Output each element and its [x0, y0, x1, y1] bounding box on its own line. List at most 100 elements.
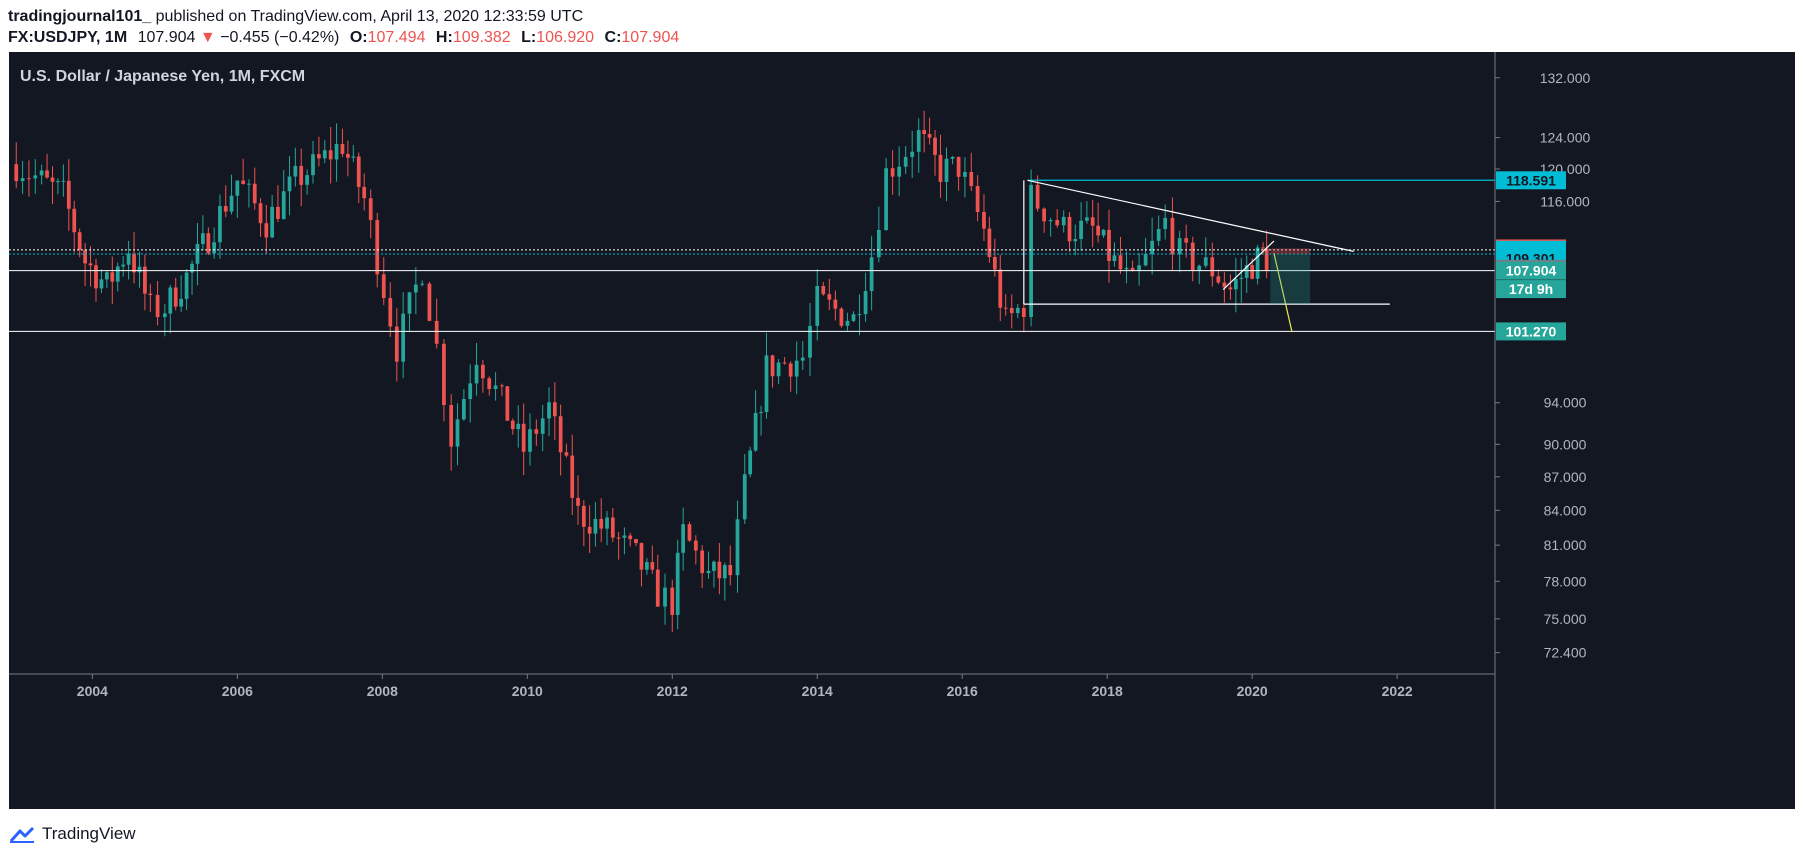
time-tick-label: 2018: [1092, 683, 1123, 699]
candle-body: [33, 175, 38, 179]
candle-body: [903, 156, 908, 167]
high-label: H:: [435, 29, 453, 46]
candle-body: [474, 364, 479, 384]
candle-body: [655, 569, 660, 607]
candle-body: [1107, 229, 1111, 262]
candle-body: [1003, 307, 1008, 309]
candle-body: [305, 175, 309, 185]
candle-body: [675, 552, 680, 615]
candle-body: [552, 402, 557, 417]
candle-body: [241, 180, 246, 185]
candle-body: [717, 561, 722, 579]
candle-body: [356, 156, 361, 187]
price-tick-label: 78.000: [1544, 573, 1587, 589]
candle-body: [322, 150, 327, 159]
candle-body: [407, 292, 412, 314]
position-risk-zone[interactable]: [1270, 248, 1311, 254]
candle-body: [800, 357, 805, 361]
price-tick-label: 81.000: [1544, 537, 1587, 553]
candle-body: [815, 286, 820, 326]
candle-body: [500, 385, 504, 387]
position-target-zone[interactable]: [1270, 253, 1311, 305]
candle-body: [184, 272, 189, 299]
time-tick-label: 2014: [802, 683, 833, 699]
candle-body: [155, 295, 160, 318]
candle-body: [1067, 216, 1072, 242]
candle-body: [481, 364, 485, 379]
candle-body: [206, 233, 211, 254]
chart-title: U.S. Dollar / Japanese Yen, 1M, FXCM: [20, 68, 306, 85]
candle-body: [468, 383, 473, 400]
trend-line[interactable]: [1222, 240, 1275, 290]
open-label: O:: [349, 29, 368, 46]
candle-body: [845, 320, 850, 326]
candle-body: [788, 363, 793, 377]
tradingview-cloud-icon[interactable]: [8, 825, 36, 843]
candle-body: [218, 206, 222, 243]
time-tick-label: 2008: [367, 683, 398, 699]
candle-body: [1264, 248, 1269, 271]
candle-body: [748, 450, 753, 475]
candle-body: [975, 186, 980, 212]
candle-body: [293, 165, 298, 177]
candle-body: [45, 170, 49, 178]
candle-body: [1090, 217, 1095, 226]
candle-body: [742, 474, 747, 520]
candle-body: [1261, 247, 1265, 249]
candle-body: [247, 183, 251, 185]
candle-body: [381, 274, 386, 298]
candle-body: [764, 355, 769, 413]
candle-body: [449, 405, 454, 447]
price-chart[interactable]: 132.000 124.000 120.000 116.000 94.000 90.000…: [9, 52, 1795, 809]
candle-body: [510, 420, 515, 430]
candle-body: [1143, 254, 1148, 266]
candle-body: [66, 180, 71, 209]
candle-body: [110, 272, 115, 282]
candle-body: [328, 150, 333, 160]
candle-body: [616, 537, 621, 539]
candle-body: [570, 455, 575, 498]
trend-line[interactable]: [1027, 179, 1354, 252]
candle-body: [969, 172, 974, 187]
candle-body: [14, 164, 19, 182]
candle-body: [998, 269, 1003, 308]
candle-body: [950, 156, 955, 159]
trend-line[interactable]: [1273, 252, 1293, 333]
candle-body: [770, 355, 775, 377]
tradingview-brand[interactable]: TradingView: [42, 824, 136, 843]
candle-body: [610, 517, 615, 538]
candle-body: [1130, 267, 1135, 271]
time-tick-label: 2006: [222, 683, 253, 699]
candle-body: [317, 154, 321, 159]
candle-body: [540, 418, 545, 434]
candle-body: [663, 587, 667, 607]
price-tag-label: 118.591: [1506, 172, 1556, 188]
candle-body: [362, 186, 367, 199]
candle-body: [992, 256, 997, 270]
price-tag-label: 101.270: [1506, 323, 1557, 339]
candle-body: [706, 570, 711, 574]
author-name[interactable]: tradingjournal101_: [8, 8, 152, 25]
chart-canvas[interactable]: 132.000124.000120.000116.00094.00090.000…: [9, 52, 1795, 809]
chart-header: tradingjournal101_ published on TradingV…: [8, 6, 1798, 48]
candle-body: [759, 412, 763, 414]
candle-body: [334, 144, 339, 160]
candle-body: [252, 183, 257, 204]
symbol-label: FX:USDJPY, 1M: [8, 29, 128, 46]
low-label: L:: [521, 29, 537, 46]
candle-body: [916, 130, 921, 152]
candle-body: [77, 232, 82, 251]
price-tag-label: 17d 9h: [1509, 281, 1553, 297]
candle-body: [938, 154, 943, 182]
candle-body: [605, 517, 609, 529]
candle-body: [839, 308, 844, 326]
price-tick-label: 72.400: [1544, 645, 1587, 661]
candle-body: [88, 263, 93, 266]
candle-body: [599, 518, 604, 529]
open-value: 107.494: [367, 29, 426, 46]
candle-body: [528, 429, 532, 452]
time-tick-label: 2010: [512, 683, 543, 699]
candle-body: [388, 297, 393, 327]
candle-body: [427, 283, 432, 321]
candle-body: [311, 154, 315, 176]
